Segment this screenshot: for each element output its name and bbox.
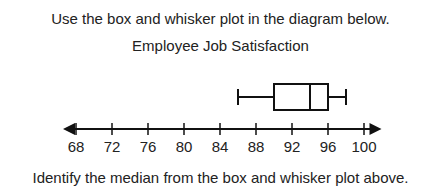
tick-label: 92 — [284, 138, 301, 155]
tick-mark — [363, 123, 365, 135]
whisker-cap — [237, 89, 239, 105]
tick-mark — [75, 123, 77, 135]
axis-arrow — [63, 123, 75, 135]
plot-area — [238, 84, 346, 110]
tick-label: 88 — [248, 138, 265, 155]
tick-mark — [147, 123, 149, 135]
box — [274, 84, 328, 110]
tick-mark — [327, 123, 329, 135]
instruction: Use the box and whisker plot in the diag… — [51, 10, 390, 27]
chart-title: Employee Job Satisfaction — [132, 37, 309, 54]
tick-label: 68 — [68, 138, 85, 155]
tick-label: 76 — [140, 138, 157, 155]
tick-label: 84 — [212, 138, 229, 155]
tick-mark — [183, 123, 185, 135]
tick-mark — [291, 123, 293, 135]
whisker — [328, 96, 346, 98]
tick-label: 100 — [351, 138, 376, 155]
tick-mark — [255, 123, 257, 135]
question: Identify the median from the box and whi… — [32, 169, 408, 186]
chart: Use the box and whisker plot in the diag… — [0, 0, 441, 194]
tick-label: 96 — [320, 138, 337, 155]
axis-line — [67, 128, 378, 130]
tick-mark — [111, 123, 113, 135]
tick-mark — [219, 123, 221, 135]
whisker-cap — [345, 89, 347, 105]
median-line — [309, 84, 311, 110]
whisker — [238, 96, 274, 98]
tick-label: 72 — [104, 138, 121, 155]
axis-arrow — [370, 123, 382, 135]
tick-label: 80 — [176, 138, 193, 155]
